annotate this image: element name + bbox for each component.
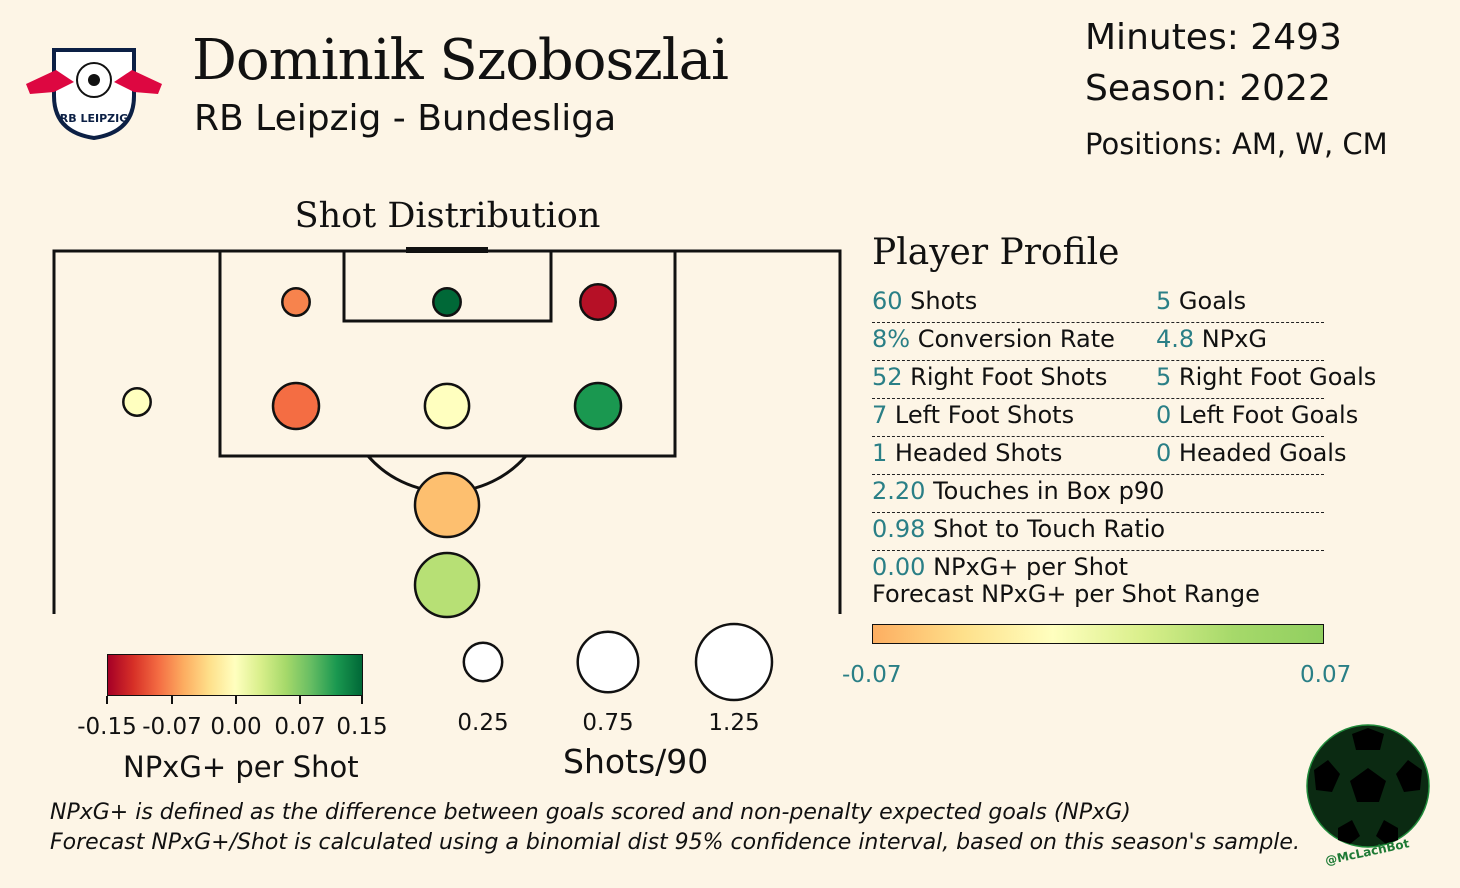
stat-label: Left Foot Goals <box>1171 401 1359 429</box>
profile-row: 0.00 NPxG+ per Shot <box>872 550 1324 588</box>
zone-dot <box>281 287 311 317</box>
positions-label: Positions: AM, W, CM <box>1085 127 1388 161</box>
profile-stat: 7 Left Foot Shots <box>872 398 1074 432</box>
profile-title: Player Profile <box>872 232 1120 273</box>
shot-distribution-title: Shot Distribution <box>294 196 601 236</box>
colorbar-tick <box>361 696 363 704</box>
zone-dot <box>432 287 462 317</box>
profile-row: 0.98 Shot to Touch Ratio <box>872 512 1324 551</box>
stat-value: 0.98 <box>872 515 926 543</box>
minutes-label: Minutes: 2493 <box>1085 17 1342 58</box>
stat-label: Headed Shots <box>887 439 1063 467</box>
stat-value: 0 <box>1156 439 1172 467</box>
zone-dot <box>423 382 471 430</box>
profile-row: 7 Left Foot Shots 0 Left Foot Goals <box>872 398 1358 437</box>
soccer-ball-icon: @McLachBot <box>1306 724 1430 866</box>
size-legend-label: 0.25 <box>457 710 509 736</box>
profile-stat: 4.8 NPxG <box>1156 322 1267 356</box>
colorbar-tick <box>171 696 173 704</box>
stat-label: Shots <box>902 287 978 315</box>
player-name: Dominik Szoboszlai <box>192 28 729 93</box>
forecast-label: Forecast NPxG+ per Shot Range <box>872 580 1260 608</box>
stat-value: 1 <box>872 439 888 467</box>
profile-row: 60 Shots 5 Goals <box>872 284 1324 323</box>
team-league: RB Leipzig - Bundesliga <box>194 98 617 139</box>
forecast-range-bar <box>872 624 1324 644</box>
size-legend-label: 0.75 <box>582 710 634 736</box>
stat-value: 7 <box>872 401 888 429</box>
profile-stat: 0 Left Foot Goals <box>1156 398 1358 432</box>
stat-label: Headed Goals <box>1171 439 1347 467</box>
zone-dot <box>122 387 152 417</box>
stat-label: Conversion Rate <box>910 325 1115 353</box>
stat-value: 0.00 <box>872 553 926 581</box>
season-label: Season: 2022 <box>1085 68 1331 109</box>
footnote-1: NPxG+ is defined as the difference betwe… <box>50 800 1131 825</box>
profile-stat: 5 Right Foot Goals <box>1156 360 1376 394</box>
stat-label: Right Foot Goals <box>1171 363 1377 391</box>
stat-value: 52 <box>872 363 903 391</box>
profile-stat: 52 Right Foot Shots <box>872 360 1107 394</box>
logo-text: RB LEIPZIG <box>60 112 128 125</box>
stat-label: Touches in Box p90 <box>925 477 1165 505</box>
stat-label: NPxG <box>1194 325 1268 353</box>
stat-value: 2.20 <box>872 477 926 505</box>
colorbar-tick-label: -0.15 <box>77 714 137 740</box>
size-legend <box>462 622 774 702</box>
size-legend-title: Shots/90 <box>563 742 709 781</box>
colorbar-tick-label: 0.00 <box>210 714 262 740</box>
profile-stat: 5 Goals <box>1156 284 1246 318</box>
rb-leipzig-crest-icon: RB LEIPZIG <box>26 48 162 140</box>
zone-dot <box>413 471 481 539</box>
stat-value: 8% <box>872 325 911 353</box>
stat-label: Goals <box>1171 287 1247 315</box>
colorbar-tick-label: 0.15 <box>336 714 388 740</box>
profile-row: 8% Conversion Rate 4.8 NPxG <box>872 322 1324 361</box>
profile-row: 52 Right Foot Shots 5 Right Foot Goals <box>872 360 1376 399</box>
forecast-max: 0.07 <box>1300 662 1352 688</box>
size-legend-circle <box>462 641 504 683</box>
colorbar-title: NPxG+ per Shot <box>123 750 359 784</box>
zone-dot <box>413 551 481 619</box>
goal-line <box>406 247 488 253</box>
size-legend-label: 1.25 <box>708 710 760 736</box>
profile-stat: 0 Headed Goals <box>1156 436 1346 470</box>
colorbar <box>107 654 363 696</box>
colorbar-tick-label: -0.07 <box>142 714 202 740</box>
profile-stat: 0.00 NPxG+ per Shot <box>872 550 1128 584</box>
stat-label: NPxG+ per Shot <box>925 553 1129 581</box>
profile-stat: 8% Conversion Rate <box>872 322 1115 356</box>
stat-value: 5 <box>1156 363 1172 391</box>
stat-label: Shot to Touch Ratio <box>925 515 1166 543</box>
stat-value: 60 <box>872 287 903 315</box>
size-legend-circle <box>694 622 774 702</box>
stat-label: Left Foot Shots <box>887 401 1075 429</box>
profile-stat: 60 Shots <box>872 284 977 318</box>
zone-dot <box>573 381 623 431</box>
colorbar-tick <box>299 696 301 704</box>
pitch-chart <box>52 247 842 619</box>
profile-stat: 0.98 Shot to Touch Ratio <box>872 512 1165 546</box>
forecast-min: -0.07 <box>842 662 902 688</box>
colorbar-tick <box>106 696 108 704</box>
zone-dot <box>579 283 617 321</box>
footnote-2: Forecast NPxG+/Shot is calculated using … <box>50 830 1300 855</box>
size-legend-circle <box>576 630 640 694</box>
zone-dot <box>271 381 321 431</box>
profile-stat: 1 Headed Shots <box>872 436 1062 470</box>
colorbar-tick-label: 0.07 <box>274 714 326 740</box>
stat-value: 4.8 <box>1156 325 1195 353</box>
profile-row: 2.20 Touches in Box p90 <box>872 474 1324 513</box>
stat-label: Right Foot Shots <box>902 363 1108 391</box>
stat-value: 0 <box>1156 401 1172 429</box>
stat-value: 5 <box>1156 287 1172 315</box>
colorbar-tick <box>235 696 237 704</box>
profile-stat: 2.20 Touches in Box p90 <box>872 474 1164 508</box>
profile-row: 1 Headed Shots 0 Headed Goals <box>872 436 1346 475</box>
